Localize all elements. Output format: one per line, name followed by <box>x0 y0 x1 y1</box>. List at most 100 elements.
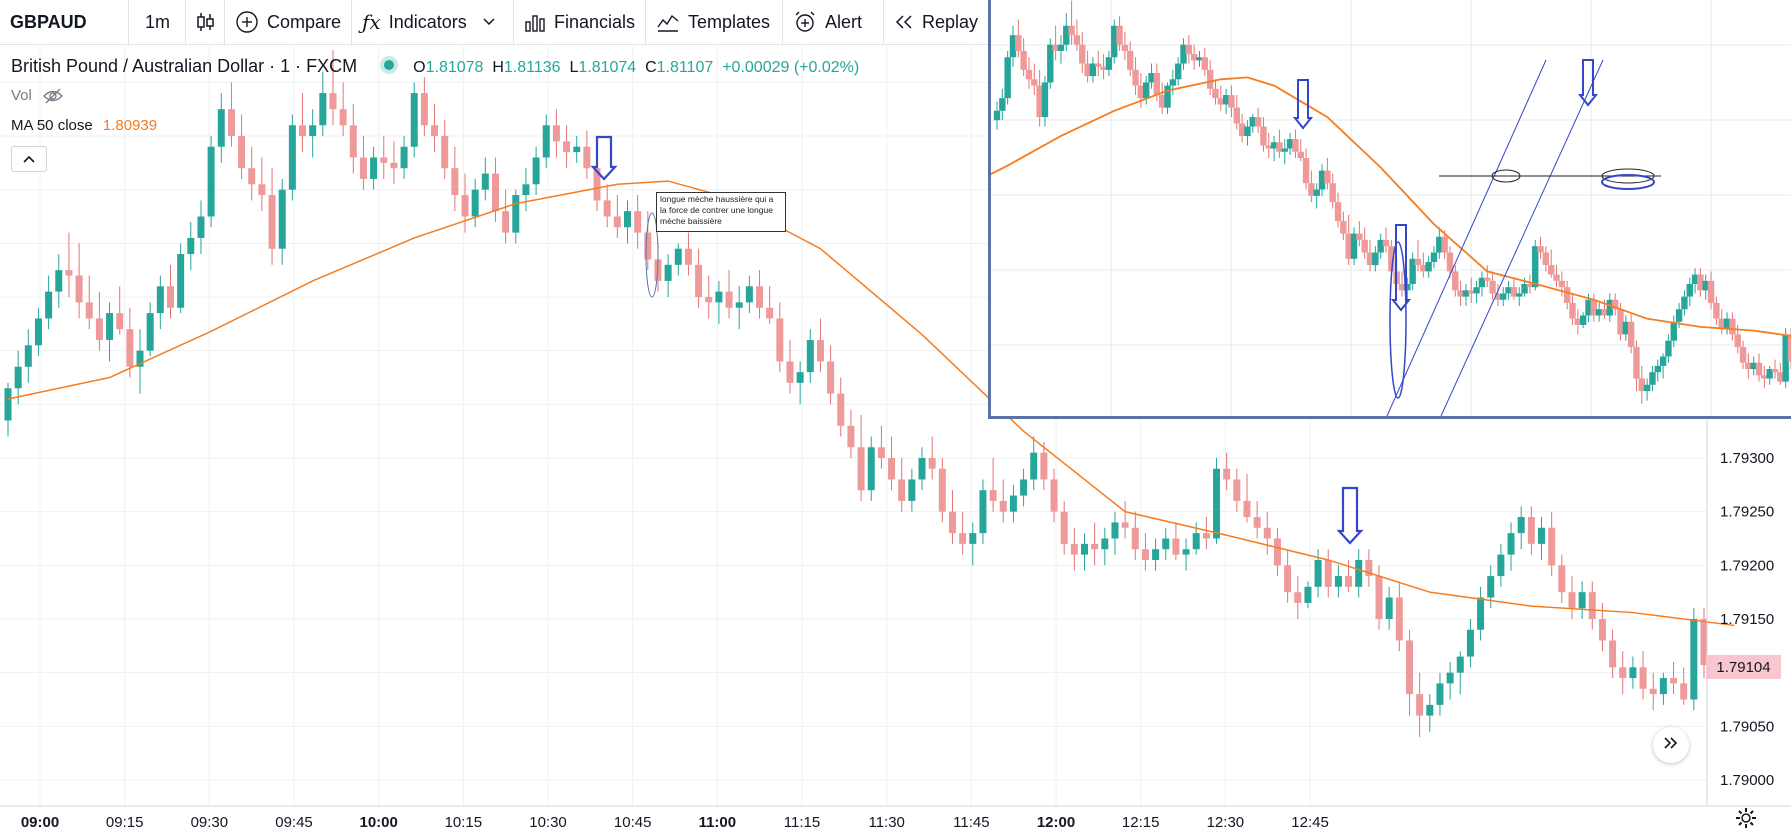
candle <box>441 119 449 179</box>
candle-body <box>502 211 510 233</box>
inset-candle-body <box>1063 25 1070 45</box>
candle-body <box>1538 527 1546 544</box>
inset-candle-body <box>1643 384 1651 392</box>
inset-candle <box>1249 113 1256 133</box>
candle-body <box>1639 667 1647 689</box>
eye-hidden-icon[interactable] <box>42 88 64 104</box>
inset-candle <box>1089 57 1097 83</box>
candle <box>1040 441 1048 491</box>
inset-candle <box>1691 268 1699 294</box>
inset-candle <box>1574 309 1582 335</box>
candle-body <box>400 146 408 169</box>
compare-button[interactable]: Compare <box>225 0 350 44</box>
indicators-button[interactable]: ƒx Indicators <box>352 0 512 44</box>
candle-body <box>227 109 235 136</box>
scroll-to-realtime-button[interactable] <box>1653 727 1689 763</box>
symbol-search-button[interactable]: GBPAUD <box>0 0 112 44</box>
inset-candle <box>1425 255 1432 278</box>
inset-candle <box>1318 164 1326 196</box>
candle-body <box>1700 619 1708 666</box>
inset-candle-body <box>1617 309 1624 335</box>
candle-body <box>573 146 581 153</box>
candle <box>55 254 63 308</box>
candle <box>644 211 652 271</box>
candle <box>146 302 154 357</box>
candle <box>207 136 215 228</box>
symbol-title[interactable]: British Pound / Australian Dollar · 1 · … <box>11 56 358 76</box>
inset-candle-body <box>1345 233 1352 259</box>
inset-candle <box>1116 16 1123 51</box>
inset-candle-body <box>1627 321 1635 348</box>
inset-candle <box>1697 268 1704 297</box>
candle-body <box>248 168 256 185</box>
candle-body <box>603 200 611 217</box>
candle-body <box>1304 586 1312 603</box>
candle-body <box>1456 656 1464 673</box>
candle <box>959 511 967 555</box>
inset-candle-body <box>1782 334 1789 382</box>
time-tick-label: 12:15 <box>1122 814 1160 831</box>
settings-gear-icon[interactable] <box>1735 807 1757 834</box>
candle-body <box>563 141 571 153</box>
financials-button[interactable]: Financials <box>514 0 644 44</box>
alert-button[interactable]: Alert <box>783 0 883 44</box>
candle-body <box>65 270 73 276</box>
candle <box>806 329 814 383</box>
chart-legend: British Pound / Australian Dollar · 1 · … <box>11 56 859 77</box>
candle <box>1487 565 1495 609</box>
chevron-up-icon <box>23 150 35 168</box>
candle-body <box>1517 517 1525 534</box>
inset-candle-body <box>1031 79 1038 86</box>
inset-candle-body <box>1707 280 1715 303</box>
candle <box>1588 581 1596 630</box>
inset-candle <box>1670 315 1677 348</box>
candle-body <box>623 211 631 228</box>
candle <box>634 195 642 249</box>
candle-body <box>197 216 205 238</box>
interval-button[interactable]: 1m <box>130 0 185 44</box>
inset-level-ellipse <box>1601 168 1655 184</box>
candle-body <box>55 270 63 292</box>
candle <box>410 82 418 158</box>
inset-candle-body <box>1313 189 1320 196</box>
inset-candle <box>1441 230 1448 259</box>
inset-candle-body <box>1441 236 1448 253</box>
inset-candle <box>1398 271 1406 297</box>
main-price-chart[interactable]: 1.79300 1.79250 1.79200 1.79150 1.79050 1.790… <box>0 44 1791 840</box>
templates-button[interactable]: Templates <box>646 0 781 44</box>
candle-body <box>715 291 723 303</box>
candle <box>400 136 408 179</box>
inset-candle-body <box>1670 321 1677 341</box>
inset-candle-body <box>1212 88 1219 99</box>
candle-body <box>1548 527 1556 566</box>
alert-label: Alert <box>825 11 863 32</box>
inset-candle-body <box>1532 246 1539 288</box>
candle-body <box>187 237 195 255</box>
inset-candle <box>1334 192 1342 228</box>
replay-button[interactable]: Replay <box>884 0 988 44</box>
candle <box>187 221 195 271</box>
down-arrow-marker <box>590 135 618 181</box>
inset-candle-body <box>1105 57 1113 70</box>
inset-candle-body <box>1095 63 1102 67</box>
price-tick-label: 1.79000 <box>1720 772 1774 789</box>
candle <box>1111 511 1119 555</box>
chart-type-button[interactable] <box>186 0 224 44</box>
time-tick-label: 10:00 <box>359 814 397 831</box>
candle <box>1385 586 1393 630</box>
candle <box>288 114 296 201</box>
candle-body <box>1578 592 1586 609</box>
chevron-down-icon[interactable] <box>483 18 495 26</box>
inset-candle-body <box>1430 252 1438 262</box>
candle-body <box>1263 527 1271 539</box>
interval-label: 1m <box>144 11 170 32</box>
inset-candle <box>1121 32 1129 61</box>
collapse-legend-button[interactable] <box>11 146 47 172</box>
time-tick-label: 12:00 <box>1037 814 1075 831</box>
candle-body <box>1487 576 1495 598</box>
candle-body <box>613 216 621 228</box>
inset-candle <box>1665 334 1672 363</box>
time-tick-label: 11:45 <box>953 814 989 831</box>
candle <box>1497 543 1505 587</box>
inset-candle-body <box>1713 302 1720 319</box>
